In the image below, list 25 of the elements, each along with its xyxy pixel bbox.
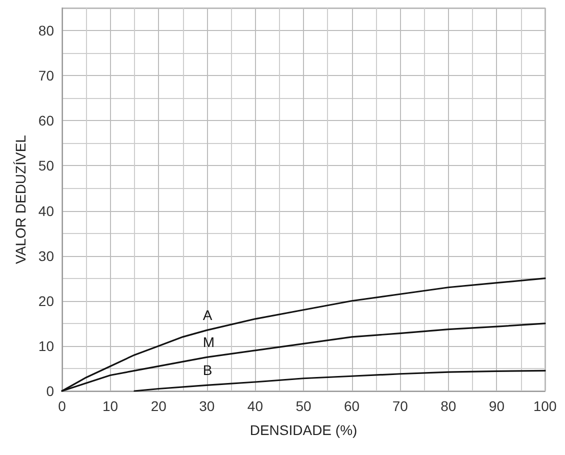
y-axis-title: VALOR DEDUZÍVEL: [12, 134, 29, 264]
x-tick-label: 40: [247, 398, 264, 414]
x-tick-label: 0: [58, 398, 66, 414]
y-tick-label: 60: [38, 112, 54, 129]
y-tick-label: 0: [46, 383, 54, 399]
x-tick-label: 30: [199, 398, 215, 414]
x-tick-label: 90: [488, 398, 505, 414]
x-tick-label: 100: [533, 398, 557, 414]
y-tick-label: 50: [38, 158, 54, 174]
x-axis-title: DENSIDADE (%): [250, 422, 358, 438]
x-tick-label: 60: [344, 398, 360, 414]
y-tick-label: 30: [38, 248, 54, 264]
y-tick-label: 70: [38, 68, 54, 84]
y-tick-label: 40: [38, 202, 54, 219]
x-tick-label: 50: [296, 398, 312, 414]
series-label: A: [202, 307, 213, 324]
x-tick-label: 10: [102, 398, 118, 414]
y-tick-label: 20: [38, 292, 54, 309]
series-label: B: [202, 362, 212, 378]
x-tick-label: 20: [150, 398, 167, 414]
x-tick-label: 70: [392, 398, 408, 414]
x-tick-label: 80: [440, 398, 456, 414]
y-tick-label: 80: [38, 22, 54, 39]
series-label: M: [202, 334, 215, 350]
y-tick-label: 10: [38, 338, 54, 354]
